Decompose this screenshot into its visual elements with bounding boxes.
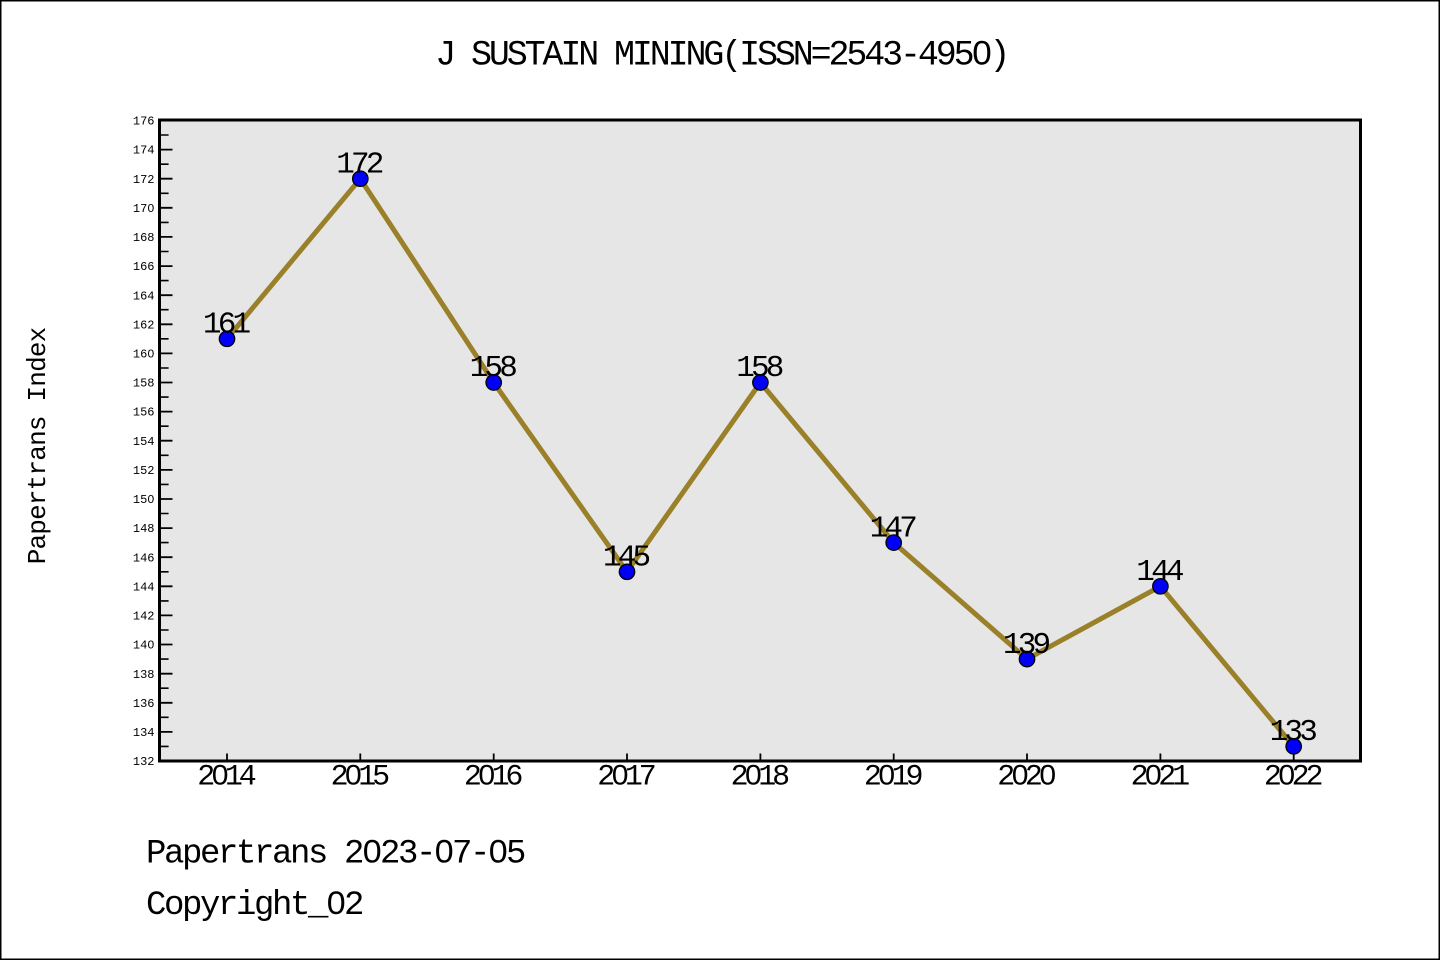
svg-text:136: 136 — [133, 697, 155, 711]
svg-text:150: 150 — [133, 493, 155, 507]
svg-text:Copyright_02: Copyright_02 — [146, 887, 364, 925]
svg-text:2020: 2020 — [997, 761, 1057, 795]
svg-text:164: 164 — [133, 289, 155, 303]
svg-text:176: 176 — [133, 115, 155, 129]
svg-text:132: 132 — [133, 755, 155, 769]
svg-text:160: 160 — [133, 348, 155, 362]
svg-text:Papertrans 2023-07-05: Papertrans 2023-07-05 — [146, 836, 526, 874]
svg-text:161: 161 — [203, 308, 251, 343]
svg-text:2021: 2021 — [1131, 761, 1191, 795]
svg-text:147: 147 — [870, 511, 918, 546]
svg-text:168: 168 — [133, 231, 155, 245]
svg-text:2016: 2016 — [464, 761, 524, 795]
svg-text:2018: 2018 — [731, 761, 791, 795]
svg-text:172: 172 — [336, 147, 384, 182]
svg-text:170: 170 — [133, 202, 155, 216]
svg-text:139: 139 — [1003, 628, 1051, 663]
svg-text:174: 174 — [133, 144, 155, 158]
svg-text:134: 134 — [133, 726, 155, 740]
svg-text:2019: 2019 — [864, 761, 924, 795]
svg-text:146: 146 — [133, 551, 155, 565]
svg-text:162: 162 — [133, 318, 155, 332]
svg-text:144: 144 — [1136, 555, 1184, 590]
svg-text:158: 158 — [133, 377, 155, 391]
svg-text:J SUSTAIN MINING(ISSN=2543-495: J SUSTAIN MINING(ISSN=2543-4950) — [435, 36, 1010, 76]
svg-text:2017: 2017 — [597, 761, 657, 795]
svg-text:133: 133 — [1270, 715, 1318, 750]
svg-text:2015: 2015 — [331, 761, 391, 795]
svg-text:172: 172 — [133, 173, 155, 187]
svg-text:142: 142 — [133, 610, 155, 624]
svg-text:156: 156 — [133, 406, 155, 420]
svg-text:158: 158 — [470, 351, 518, 386]
svg-text:2014: 2014 — [197, 761, 257, 795]
svg-text:Papertrans Index: Papertrans Index — [23, 327, 53, 565]
svg-text:138: 138 — [133, 668, 155, 682]
svg-text:166: 166 — [133, 260, 155, 274]
svg-text:154: 154 — [133, 435, 155, 449]
svg-text:158: 158 — [736, 351, 784, 386]
svg-text:140: 140 — [133, 639, 155, 653]
svg-text:145: 145 — [603, 541, 651, 576]
svg-text:144: 144 — [133, 580, 155, 594]
svg-text:2022: 2022 — [1264, 761, 1324, 795]
svg-text:152: 152 — [133, 464, 155, 478]
svg-text:148: 148 — [133, 522, 155, 536]
